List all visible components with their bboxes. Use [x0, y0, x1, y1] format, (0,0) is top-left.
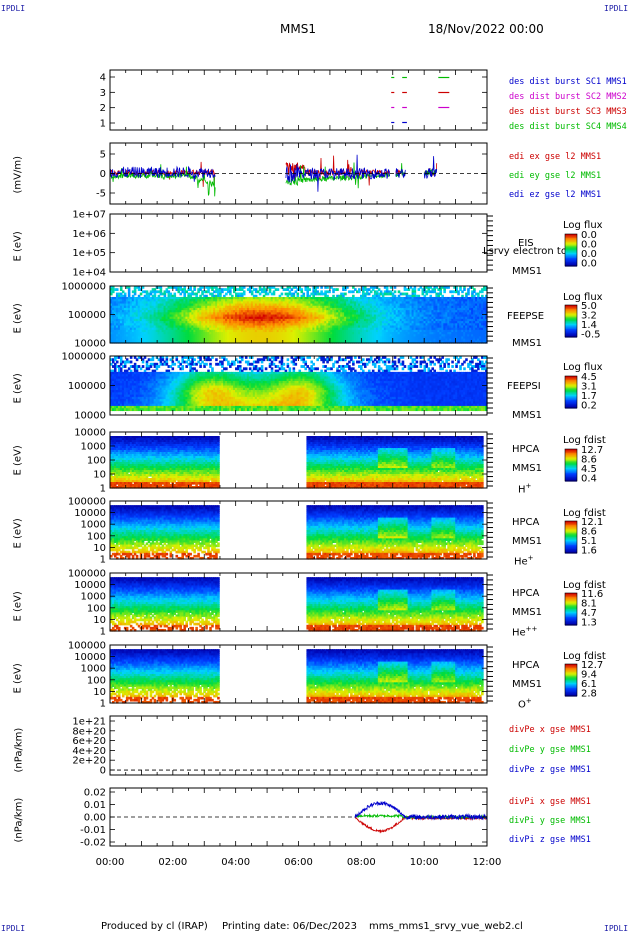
- ytick-feepse-2: 10000: [74, 339, 106, 350]
- ytick-hpca-he-3: 100: [87, 531, 106, 542]
- ytick-hpca-hepp-3: 100: [87, 603, 106, 614]
- ytick-hpca-he-0: 100000: [68, 497, 106, 508]
- ytick-edi-e-0: 5: [100, 150, 106, 161]
- ytick-feepsi-0: 1000000: [61, 352, 106, 363]
- ytick-divpi-3: -0.01: [80, 825, 106, 836]
- heatmap-feepsi: [110, 356, 488, 411]
- ytick-hpca-h-3: 10: [93, 470, 106, 481]
- xtick-1: 02:00: [158, 857, 187, 868]
- divpi-line-2: [355, 802, 487, 819]
- ytick-hpca-hepp-0: 100000: [68, 569, 106, 580]
- cbar-value-hpca-o-3: 2.8: [581, 689, 597, 700]
- ytick-hpca-h-1: 1000: [81, 442, 106, 453]
- heatmap-hpca-hepp: [110, 577, 484, 631]
- ytick-divpi-2: 0.00: [84, 813, 106, 824]
- ytick-hpca-he-4: 10: [93, 543, 106, 554]
- ytick-feepsi-1: 100000: [68, 381, 106, 392]
- xtick-6: 12:00: [473, 857, 502, 868]
- frame-eis: [110, 214, 487, 272]
- ytick-hpca-hepp-5: 1: [100, 627, 106, 638]
- cbar-value-hpca-he-3: 1.6: [581, 546, 597, 557]
- ytick-divpi-4: -0.02: [80, 838, 106, 849]
- xtick-0: 00:00: [96, 857, 125, 868]
- ytick-des-dist-3: 1: [100, 119, 106, 130]
- ytick-hpca-h-4: 1: [100, 484, 106, 495]
- colorbar-hpca-h: [565, 449, 577, 482]
- heatmap-hpca-he: [110, 505, 484, 559]
- xtick-3: 06:00: [284, 857, 313, 868]
- ytick-eis-1: 1e+06: [72, 229, 106, 240]
- ytick-divpi-1: 0.01: [84, 800, 106, 811]
- heatmap-hpca-o: [110, 649, 484, 703]
- ytick-eis-2: 1e+05: [72, 248, 106, 259]
- frame-des-dist: [110, 70, 487, 130]
- xtick-5: 10:00: [410, 857, 439, 868]
- ytick-edi-e-2: -5: [96, 189, 106, 200]
- colorbar-hpca-hepp: [565, 593, 577, 626]
- ytick-hpca-he-1: 10000: [74, 508, 106, 519]
- ytick-hpca-o-5: 1: [100, 699, 106, 710]
- cbar-value-hpca-hepp-3: 1.3: [581, 618, 597, 629]
- colorbar-hpca-he: [565, 521, 577, 554]
- ytick-feepse-0: 1000000: [61, 282, 106, 293]
- xtick-4: 08:00: [347, 857, 376, 868]
- ytick-hpca-hepp-2: 1000: [81, 592, 106, 603]
- ytick-hpca-h-2: 100: [87, 456, 106, 467]
- colorbar-feepsi: [565, 376, 577, 409]
- frame-divpe: [110, 716, 487, 775]
- ytick-feepsi-2: 10000: [74, 411, 106, 422]
- cbar-value-feepse-3: -0.5: [581, 330, 601, 341]
- ytick-hpca-hepp-1: 10000: [74, 580, 106, 591]
- ytick-hpca-o-4: 10: [93, 687, 106, 698]
- heatmap-hpca-h: [110, 436, 484, 489]
- heatmap-feepse: [110, 286, 488, 344]
- cbar-value-hpca-h-3: 0.4: [581, 474, 597, 485]
- ytick-hpca-he-2: 1000: [81, 520, 106, 531]
- ytick-hpca-h-0: 10000: [74, 428, 106, 439]
- ytick-des-dist-2: 2: [100, 103, 106, 114]
- ytick-hpca-hepp-4: 10: [93, 615, 106, 626]
- ytick-hpca-o-1: 10000: [74, 652, 106, 663]
- xtick-2: 04:00: [221, 857, 250, 868]
- cbar-value-eis-3: 0.0: [581, 259, 597, 270]
- ytick-hpca-he-5: 1: [100, 555, 106, 566]
- colorbar-eis: [565, 234, 577, 267]
- ytick-divpi-0: 0.02: [84, 788, 106, 799]
- ytick-edi-e-1: 0: [100, 169, 106, 180]
- ytick-hpca-o-0: 100000: [68, 641, 106, 652]
- ytick-eis-0: 1e+07: [72, 210, 106, 221]
- colorbar-feepse: [565, 305, 577, 338]
- ytick-eis-3: 1e+04: [72, 268, 106, 279]
- ytick-des-dist-1: 3: [100, 88, 106, 99]
- ytick-feepse-1: 100000: [68, 310, 106, 321]
- ytick-divpe-5: 0: [100, 766, 106, 777]
- ytick-hpca-o-2: 1000: [81, 664, 106, 675]
- ytick-hpca-o-3: 100: [87, 675, 106, 686]
- cbar-value-feepsi-3: 0.2: [581, 401, 597, 412]
- colorbar-hpca-o: [565, 664, 577, 697]
- ytick-des-dist-0: 4: [100, 73, 106, 84]
